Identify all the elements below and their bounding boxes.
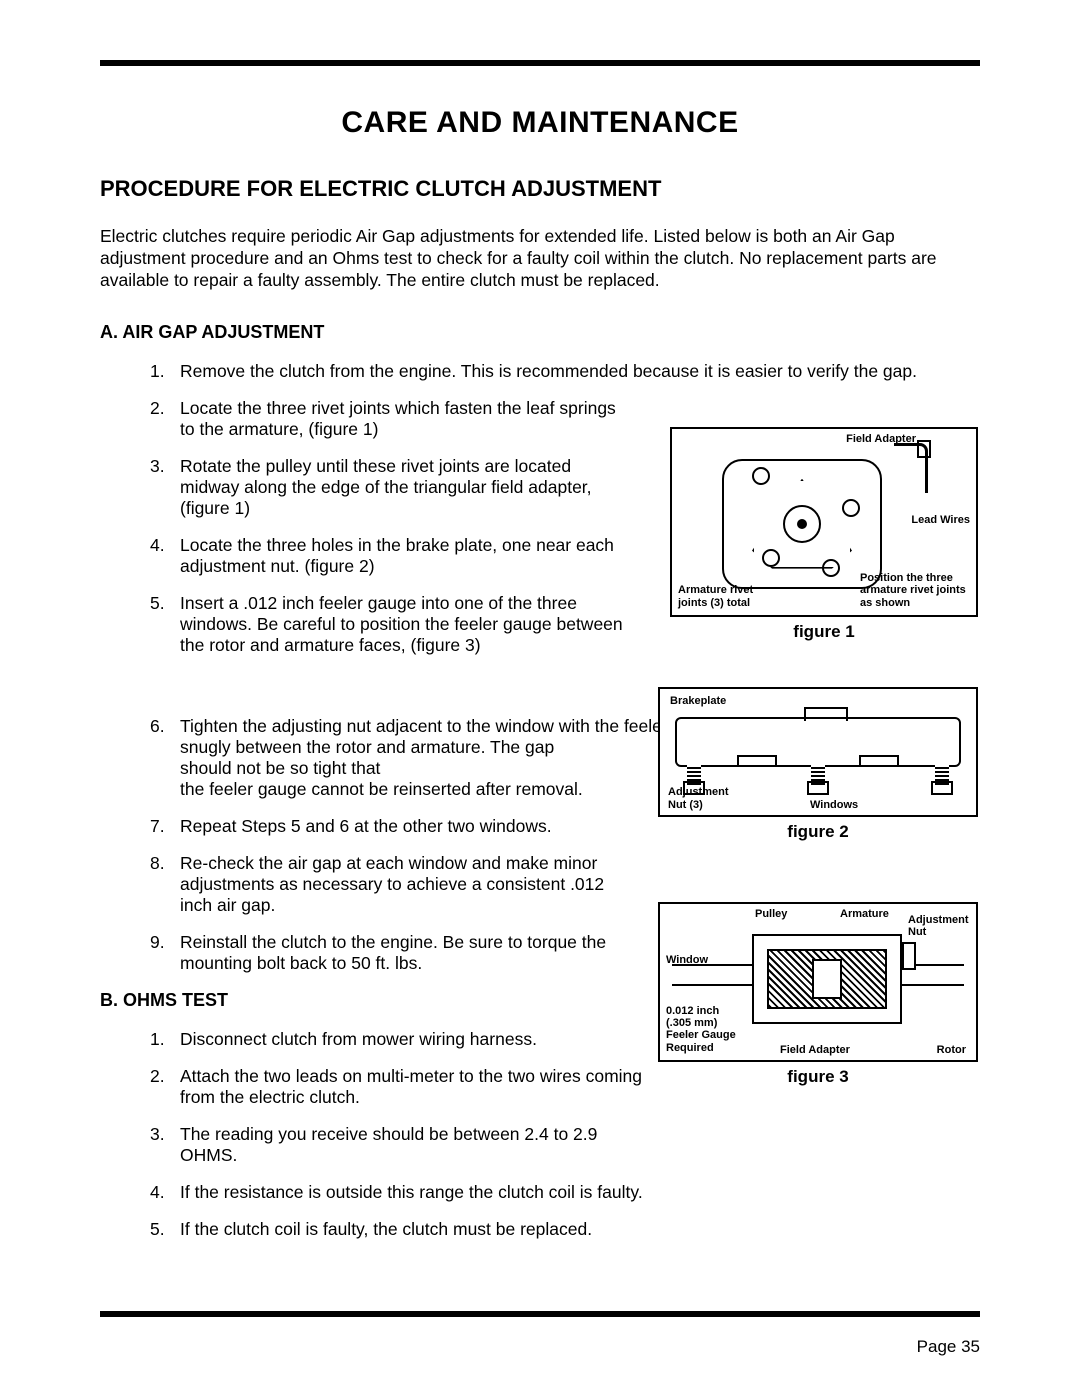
list-item-text-cont: should not be so tight thatthe feeler ga… [180, 758, 583, 800]
list-item: Locate the three holes in the brake plat… [150, 535, 630, 577]
list-item: Re-check the air gap at each window and … [150, 853, 630, 916]
list-item: Locate the three rivet joints which fast… [150, 398, 630, 440]
fig2-label-adjnut: Adjustment Nut (3) [668, 786, 742, 810]
fig2-label-brakeplate: Brakeplate [670, 695, 726, 707]
list-item: Insert a .012 inch feeler gauge into one… [150, 593, 630, 656]
list-item: Repeat Steps 5 and 6 at the other two wi… [150, 816, 630, 837]
fig1-label-right: Position the three armature rivet joints… [860, 572, 970, 608]
fig3-label-adjnut: Adjustment Nut [908, 914, 970, 938]
fig1-label-field-adapter: Field Adapter [846, 433, 916, 445]
list-item: Attach the two leads on multi-meter to t… [150, 1066, 650, 1108]
fig3-label-window: Window [666, 954, 708, 966]
section-title: PROCEDURE FOR ELECTRIC CLUTCH ADJUSTMENT [100, 176, 980, 202]
figure-2: Brakeplate Adjustment Nut (3) Windows [658, 687, 978, 817]
list-item: If the clutch coil is faulty, the clutch… [150, 1219, 650, 1240]
subsection-a-title: A. AIR GAP ADJUSTMENT [100, 322, 980, 343]
intro-paragraph: Electric clutches require periodic Air G… [100, 226, 980, 292]
list-item: Remove the clutch from the engine. This … [150, 361, 940, 382]
figure-2-caption: figure 2 [658, 822, 978, 842]
list-item: Disconnect clutch from mower wiring harn… [150, 1029, 650, 1050]
fig3-label-armature: Armature [840, 908, 889, 920]
figure-1-caption: figure 1 [670, 622, 978, 642]
main-title: CARE AND MAINTENANCE [100, 106, 980, 140]
fig3-label-fieldadapter: Field Adapter [780, 1044, 850, 1056]
bottom-rule [100, 1311, 980, 1317]
top-rule [100, 60, 980, 66]
fig3-label-gauge: 0.012 inch (.305 mm) Feeler Gauge Requir… [666, 1005, 746, 1053]
fig1-label-left: Armature rivet joints (3) total [678, 584, 768, 608]
content-wrap: A. AIR GAP ADJUSTMENT Remove the clutch … [100, 322, 980, 1240]
figure-1: Field Adapter Lead Wires Armature rivet … [670, 427, 978, 617]
fig2-label-windows: Windows [810, 799, 858, 811]
page-number: Page 35 [917, 1337, 980, 1357]
fig3-label-rotor: Rotor [937, 1044, 966, 1056]
list-item: If the resistance is outside this range … [150, 1182, 650, 1203]
fig3-label-pulley: Pulley [755, 908, 787, 920]
figure-3: Pulley Armature Adjustment Nut Window 0.… [658, 902, 978, 1062]
list-item: Rotate the pulley until these rivet join… [150, 456, 630, 519]
fig1-label-lead-wires: Lead Wires [911, 514, 970, 526]
list-item: Reinstall the clutch to the engine. Be s… [150, 932, 650, 974]
figure-3-caption: figure 3 [658, 1067, 978, 1087]
list-item: The reading you receive should be betwee… [150, 1124, 650, 1166]
